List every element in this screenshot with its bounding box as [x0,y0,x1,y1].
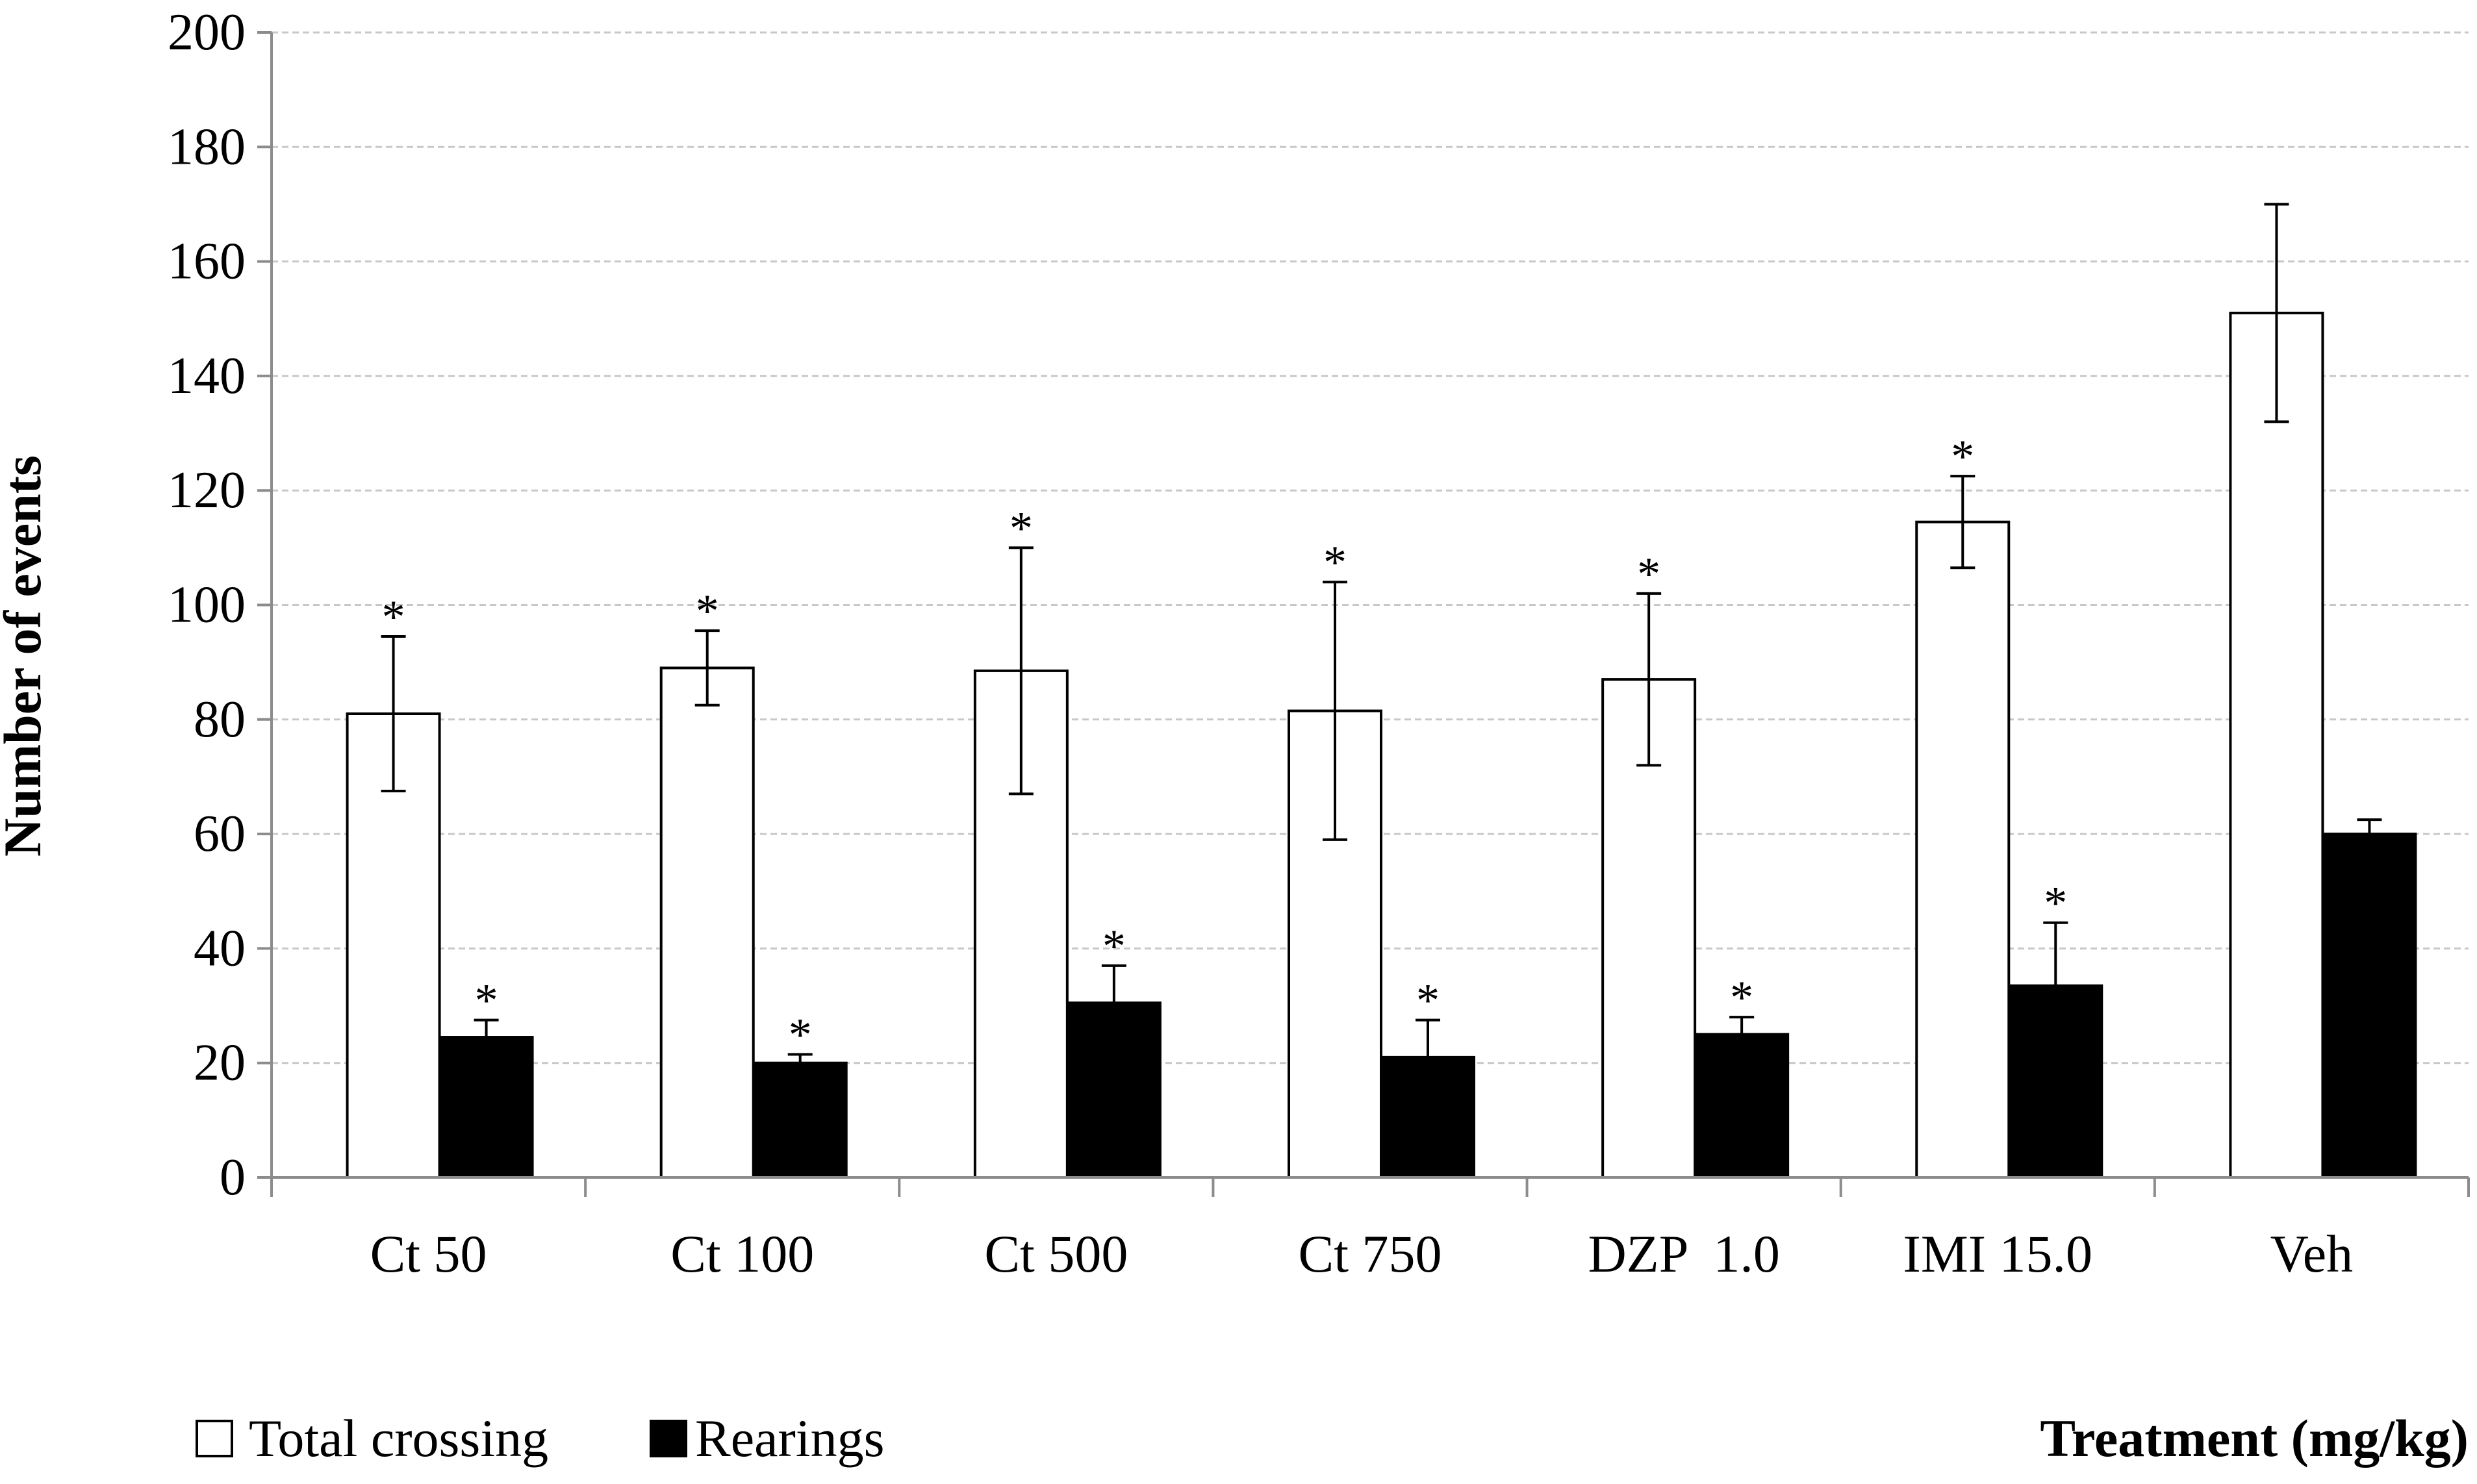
legend: Total crossing Rearings [196,1409,884,1468]
legend-label-total-crossing: Total crossing [249,1409,548,1468]
y-tick-label-140: 140 [168,347,246,405]
bar-rearings-1 [752,1061,848,1179]
x-tick-label-2: Ct 500 [984,1224,1128,1283]
y-tick-label-80: 80 [194,691,246,748]
significance-marker-total-crossing-5: * [1951,431,1974,483]
significance-marker-total-crossing-1: * [696,585,719,637]
bar-rearings-0 [438,1036,534,1179]
y-tick-label-60: 60 [194,805,246,862]
significance-marker-rearings-2: * [1102,920,1126,972]
y-tick-label-180: 180 [168,118,246,175]
legend-swatch-total-crossing [196,1420,233,1457]
x-tick-label-3: Ct 750 [1299,1224,1442,1283]
y-tick-label-20: 20 [194,1035,246,1092]
x-tick-label-4: DZP 1.0 [1588,1224,1779,1283]
significance-marker-rearings-0: * [475,975,498,1027]
x-tick-label-0: Ct 50 [370,1224,487,1283]
x-tick-label-1: Ct 100 [670,1224,814,1283]
x-tick-label-6: Veh [2270,1224,2354,1283]
axis-layer: 0 20 40 60 80 100 120 140 160 180 200 Ct 50 Ct 100 Ct… [168,4,2470,1283]
y-tick-label-0: 0 [220,1149,246,1206]
y-tick-label-100: 100 [168,577,246,634]
significance-marker-rearings-1: * [789,1009,812,1061]
y-tick-label-40: 40 [194,920,246,977]
y-tick-label-120: 120 [168,462,246,519]
y-tick-label-200: 200 [168,4,246,61]
x-axis-label: Treatment (mg/kg) [2040,1409,2469,1468]
significance-marker-rearings-4: * [1730,972,1753,1024]
x-tick-label-5: IMI 15.0 [1903,1224,2093,1283]
legend-label-rearings: Rearings [695,1409,884,1468]
bar-rearings-4 [1694,1033,1790,1179]
significance-marker-total-crossing-3: * [1323,536,1347,588]
bar-total-crossing-5 [1915,520,2011,1179]
significance-marker-total-crossing-4: * [1637,548,1660,600]
significance-marker-rearings-3: * [1416,975,1440,1027]
significance-marker-rearings-5: * [2044,877,2067,929]
significance-marker-total-crossing-0: * [382,591,405,643]
y-tick-label-160: 160 [168,233,246,290]
significance-marker-total-crossing-2: * [1010,502,1033,554]
y-axis-label: Number of events [0,455,52,857]
bar-total-crossing-6 [2229,311,2324,1179]
bar-rearings-6 [2322,833,2417,1179]
legend-swatch-rearings [650,1420,687,1457]
grid-layer [272,31,2469,1064]
bars-layer: * * * * * * * * * * * * [346,203,2417,1179]
bar-total-crossing-1 [659,666,755,1179]
